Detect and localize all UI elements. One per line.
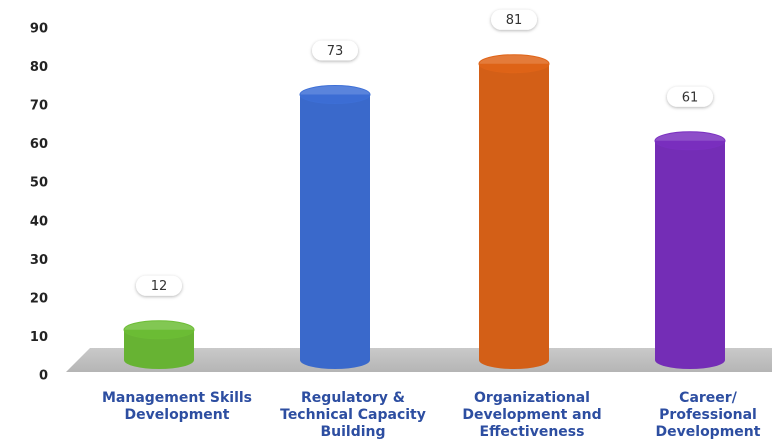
cylinder-top — [654, 131, 726, 151]
y-tick-label: 20 — [30, 291, 48, 306]
value-label: 61 — [682, 90, 699, 105]
x-tick-label: Career/ Professional Development — [655, 390, 761, 440]
value-label-bg — [136, 275, 182, 296]
y-tick-label: 10 — [30, 330, 48, 345]
value-label-bg — [667, 86, 713, 107]
cylinder — [654, 131, 726, 369]
value-label-bg — [491, 9, 537, 30]
x-tick-label: Management Skills Development — [101, 390, 253, 423]
cylinder-top — [299, 85, 371, 105]
floor — [66, 348, 772, 372]
y-tick-label: 60 — [30, 137, 48, 152]
cylinder-top — [123, 320, 195, 340]
value-label: 73 — [327, 44, 344, 59]
y-tick-label: 50 — [30, 176, 48, 191]
cylinder-shade — [124, 329, 194, 369]
y-tick-label: 70 — [30, 99, 48, 114]
y-tick-label: 30 — [30, 253, 48, 268]
cylinder — [123, 320, 195, 369]
x-tick-label: Regulatory & Technical Capacity Building — [280, 390, 426, 440]
cylinder-shade — [655, 140, 725, 369]
value-label: 81 — [506, 13, 523, 28]
y-tick-label: 80 — [30, 60, 48, 75]
x-tick-label: Organizational Development and Effective… — [462, 390, 602, 440]
y-tick-label: 0 — [39, 369, 48, 384]
cylinder — [478, 54, 550, 369]
cylinder-top — [478, 54, 550, 74]
cylinder-shade — [300, 94, 370, 370]
cylinder-shade — [479, 63, 549, 369]
y-tick-label: 40 — [30, 214, 48, 229]
value-label: 12 — [151, 279, 168, 294]
y-tick-label: 90 — [30, 22, 48, 37]
cylinder — [299, 85, 371, 370]
value-label-bg — [312, 40, 358, 61]
